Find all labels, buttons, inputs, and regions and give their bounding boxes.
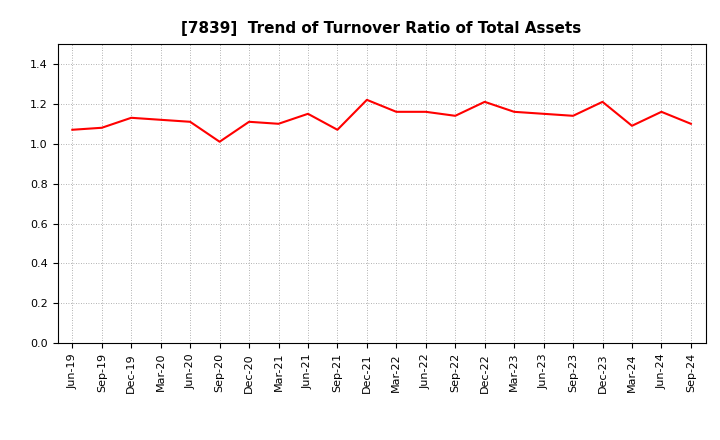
Title: [7839]  Trend of Turnover Ratio of Total Assets: [7839] Trend of Turnover Ratio of Total …: [181, 21, 582, 36]
